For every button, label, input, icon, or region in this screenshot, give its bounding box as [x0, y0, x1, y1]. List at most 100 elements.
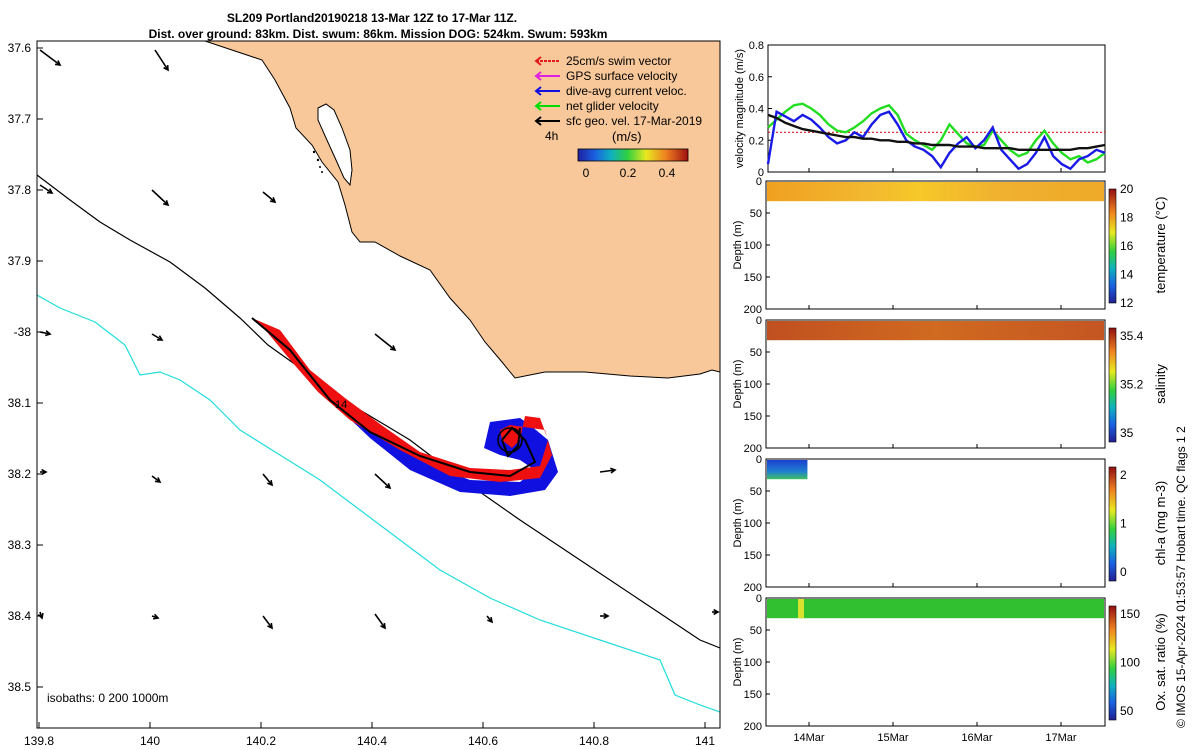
- profile-frame: [765, 458, 1106, 588]
- geo-arrow: [599, 469, 616, 473]
- legend-label: net glider velocity: [566, 99, 659, 113]
- lat-tick-label: 38.3: [8, 538, 32, 552]
- latitude-ticks: 37.6 37.7 37.8 37.9 -38 38.1 38.2 38.3 38.4 38.5: [8, 41, 43, 694]
- geo-arrow: [262, 615, 273, 629]
- profile-y-tick-label: 100: [744, 657, 762, 669]
- profile-ylabel: Depth (m): [732, 360, 744, 409]
- profile-y-tick-label: 150: [744, 550, 762, 562]
- colorbar-tick-label: 18: [1120, 211, 1134, 225]
- profile-y-tick-label: 100: [744, 518, 762, 530]
- velocity-frame: [767, 44, 1106, 173]
- profile-colorbar: [1108, 466, 1117, 582]
- profile-data-highlight: [798, 599, 804, 619]
- profile-data: [767, 460, 808, 480]
- profile-y-tick-label: 150: [744, 411, 762, 423]
- geo-arrow-head: [162, 200, 170, 207]
- geo-arrow: [151, 189, 169, 206]
- colorbar-tick-label: 35.4: [1120, 329, 1144, 343]
- geo-arrow-head: [154, 477, 162, 484]
- date-tick-label: 14Mar: [793, 732, 825, 744]
- legend-swatch-head: [534, 101, 542, 111]
- geo-arrow: [39, 49, 61, 66]
- geo-arrow: [154, 49, 169, 71]
- legend-label: 25cm/s swim vector: [566, 54, 671, 68]
- geo-arrow-head: [46, 188, 54, 194]
- lat-tick-label: 37.9: [8, 254, 32, 268]
- velocity-y-tick-label: 0.4: [749, 104, 764, 116]
- geo-arrow-head: [267, 479, 274, 487]
- profile-y-tick-label: 50: [750, 208, 762, 220]
- colorbar-tick-label: 14: [1120, 268, 1134, 282]
- geo-arrow-head: [384, 483, 392, 490]
- lat-tick-label: 38.1: [8, 396, 32, 410]
- geo-arrow-head: [713, 608, 720, 616]
- title-line1: SL209 Portland20190218 13-Mar 12Z to 17-…: [227, 11, 517, 25]
- colorbar-label: chl-a (mg m-3): [1153, 481, 1168, 566]
- velocity-y-tick-label: 0.8: [749, 40, 764, 52]
- legend-label: GPS surface velocity: [566, 69, 677, 83]
- lat-tick-label: 37.7: [8, 112, 32, 126]
- geo-arrow-head: [380, 622, 386, 630]
- colorbar-tick-label: 100: [1120, 655, 1140, 669]
- velocity-y-tick-label: 0.6: [749, 72, 764, 84]
- profile-y-tick-label: 0: [756, 315, 762, 327]
- profile-y-tick-label: 100: [744, 240, 762, 252]
- profile-y-tick-label: 50: [750, 347, 762, 359]
- date-tick-label: 16Mar: [961, 732, 993, 744]
- colorbar-label: salinity: [1153, 364, 1168, 404]
- lon-tick-label: 140.8: [579, 734, 609, 748]
- colorbar-tick-label: 1: [1120, 516, 1127, 530]
- geo-arrow-head: [54, 60, 62, 67]
- lat-tick-label: 37.8: [8, 183, 32, 197]
- colorbar-tick-label: 20: [1120, 182, 1134, 196]
- colorbar-tick: 0.2: [620, 166, 637, 180]
- isobath-deep: [37, 294, 720, 713]
- lat-tick-label: 37.6: [8, 41, 32, 55]
- geostrophic-velocity-arrows: [37, 49, 720, 630]
- geo-arrow-head: [152, 613, 160, 620]
- colorbar-tick-label: 2: [1120, 468, 1127, 482]
- colorbar-unit: (m/s): [612, 129, 642, 144]
- lon-tick-label: 141: [695, 734, 715, 748]
- lon-tick-label: 140: [140, 734, 160, 748]
- map-panel: 14 isobaths: 0 200 1000m 139.8 140 140.2 14…: [8, 40, 721, 748]
- profile-y-tick-label: 150: [744, 272, 762, 284]
- colorbar-label: temperature (°C): [1153, 197, 1168, 294]
- colorbar-tick-label: 35.2: [1120, 377, 1144, 391]
- geo-arrow-head: [603, 612, 610, 620]
- legend-swatch-head: [534, 71, 542, 81]
- lat-tick-label: 38.4: [8, 609, 32, 623]
- colorbar-tick-label: 0: [1120, 565, 1127, 579]
- profile-y-tick-label: 50: [750, 486, 762, 498]
- profile-y-tick-label: 200: [744, 443, 762, 455]
- profile-y-tick-label: 100: [744, 379, 762, 391]
- geo-arrow: [374, 473, 391, 489]
- colorbar-tick-label: 150: [1120, 607, 1140, 621]
- profile-ylabel: Depth (m): [732, 221, 744, 270]
- lon-tick-label: 140.4: [357, 734, 387, 748]
- profile-colorbar: [1108, 188, 1117, 304]
- profile-y-tick-label: 200: [744, 582, 762, 594]
- legend-swatch-head: [534, 56, 542, 66]
- lat-tick-label: 38.2: [8, 467, 32, 481]
- colorbar-label: Ox. sat. ratio (%): [1153, 613, 1168, 711]
- geo-arrow-head: [269, 197, 277, 204]
- profile-colorbar: [1108, 327, 1117, 443]
- profile-ylabel: Depth (m): [732, 499, 744, 548]
- profile-y-tick-label: 50: [750, 625, 762, 637]
- lon-tick-label: 139.8: [24, 734, 54, 748]
- profile-data: [767, 182, 1104, 202]
- colorbar-tick-label: 50: [1120, 704, 1134, 718]
- footer-credit: © IMOS 15-Apr-2024 01:53:57 Hobart time.…: [1174, 426, 1188, 728]
- colorbar-tick-label: 16: [1120, 239, 1134, 253]
- profile-ylabel: Depth (m): [732, 638, 744, 687]
- geo-arrow: [374, 333, 396, 351]
- velocity-y-tick-label: 0.2: [749, 135, 764, 147]
- geo-arrow-head: [163, 64, 169, 72]
- geo-arrow-head: [610, 467, 617, 474]
- geo-arrow-head: [44, 330, 52, 337]
- legend-label: sfc geo. vel. 17-Mar-2019: [566, 114, 702, 128]
- profile-frame: [765, 597, 1106, 727]
- profile-y-tick-label: 200: [744, 304, 762, 316]
